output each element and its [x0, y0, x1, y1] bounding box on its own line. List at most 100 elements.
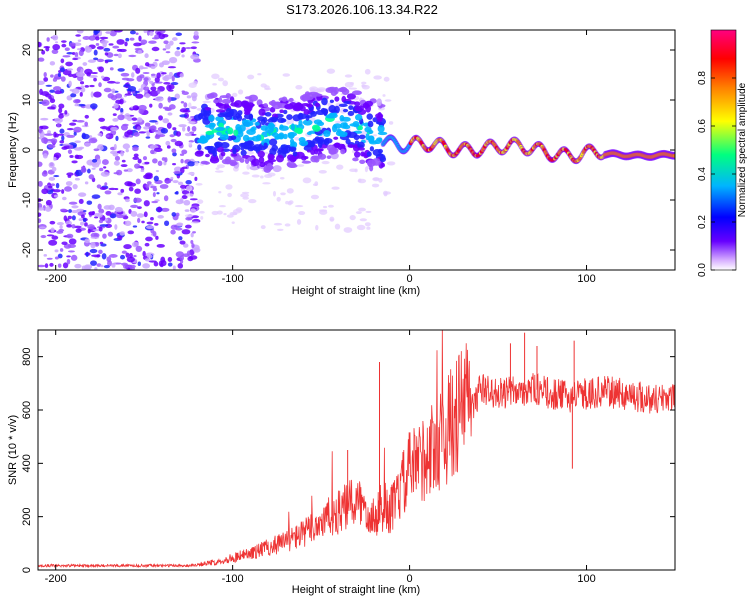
spectrogram-noise-blob: [137, 217, 141, 224]
spectrogram-noise-blob: [73, 126, 82, 133]
spectrogram-xtick-label: 100: [577, 273, 595, 285]
spectrogram-noise-blob: [142, 156, 148, 161]
spectrogram-trace-blob: [266, 118, 277, 123]
spectrogram-trace-blob: [233, 129, 239, 136]
spectrogram-noise-blob: [38, 218, 42, 224]
spectrogram-noise-blob: [117, 68, 125, 72]
spectrogram-noise-blob: [371, 183, 380, 188]
spectrogram-noise-blob: [61, 241, 68, 246]
spectrogram-noise-blob: [90, 236, 100, 239]
spectrogram-noise-blob: [151, 200, 159, 204]
spectrogram-ytick-label: 10: [21, 94, 33, 106]
spectrogram-noise-blob: [361, 84, 365, 88]
spectrogram-noise-blob: [104, 182, 108, 186]
spectrogram-noise-blob: [135, 32, 139, 35]
spectrogram-trace-blob: [248, 145, 258, 151]
spectrogram-noise-blob: [231, 221, 235, 224]
spectrogram-noise-blob: [190, 92, 198, 99]
spectrogram-noise-blob: [41, 188, 49, 195]
spectrogram-noise-blob: [95, 43, 100, 46]
spectrogram-noise-blob: [116, 39, 125, 45]
spectrogram-noise-blob: [83, 264, 93, 270]
spectrogram-noise-blob: [133, 197, 142, 203]
spectrogram-noise-blob: [296, 218, 302, 225]
spectrogram-noise-blob: [93, 49, 98, 56]
spectrogram-noise-blob: [257, 73, 262, 76]
spectrogram-trace-blob: [221, 98, 232, 104]
spectrogram-noise-blob: [43, 254, 48, 257]
spectrogram-noise-blob: [211, 73, 220, 80]
spectrogram-trace-blob: [288, 146, 297, 152]
spectrogram-noise-blob: [163, 40, 169, 45]
spectrogram-noise-blob: [97, 203, 102, 210]
spectrogram-noise-blob: [139, 74, 145, 79]
spectrogram-noise-blob: [157, 160, 163, 167]
spectrogram-trace-blob: [206, 108, 212, 116]
spectrogram-noise-blob: [171, 212, 177, 217]
spectrogram-noise-blob: [170, 81, 179, 86]
spectrogram-noise-blob: [144, 122, 151, 128]
spectrogram-noise-blob: [153, 147, 163, 153]
spectrogram-noise-blob: [72, 57, 79, 61]
spectrogram-noise-blob: [88, 35, 96, 41]
spectrogram-trace-blob: [354, 114, 363, 121]
spectrogram-trace-blob: [345, 138, 351, 145]
spectrogram-noise-blob: [384, 99, 392, 102]
spectrogram-noise-blob: [154, 135, 161, 140]
spectrogram-noise-blob: [64, 110, 68, 115]
spectrogram-noise-blob: [53, 175, 60, 178]
spectrogram-noise-blob: [169, 40, 174, 46]
spectrogram-trace-blob: [357, 141, 365, 149]
spectrogram-noise-blob: [56, 222, 64, 226]
spectrogram-trace-blob: [377, 131, 388, 136]
spectrogram-noise-blob: [60, 208, 67, 212]
spectrogram-noise-blob: [117, 53, 122, 59]
spectrogram-noise-blob: [189, 198, 198, 201]
spectrogram-noise-blob: [93, 91, 102, 98]
spectrogram-trace-blob: [369, 146, 375, 152]
spectrogram-noise-blob: [170, 176, 174, 180]
spectrogram-noise-blob: [140, 169, 145, 173]
spectrogram-trace-blob: [264, 125, 275, 134]
spectrogram-trace-blob: [231, 153, 238, 157]
spectrogram-trace-blob: [301, 160, 312, 164]
spectrogram-noise-blob: [53, 194, 59, 198]
spectrogram-noise-blob: [61, 135, 65, 142]
spectrogram-noise-blob: [384, 191, 391, 195]
spectrogram-noise-blob: [48, 176, 56, 181]
spectrogram-noise-blob: [158, 260, 163, 267]
spectrogram-noise-blob: [188, 102, 192, 109]
spectrogram-noise-blob: [329, 216, 335, 222]
spectrogram-ytick-label: 20: [21, 44, 33, 56]
spectrogram-noise-blob: [361, 81, 367, 85]
spectrogram-noise-blob: [128, 186, 134, 192]
spectrogram-noise-blob: [132, 225, 138, 228]
spectrogram-noise-blob: [132, 241, 139, 248]
spectrogram-noise-blob: [167, 112, 173, 116]
spectrogram-trace-blob: [268, 154, 275, 160]
spectrogram-noise-blob: [134, 188, 141, 194]
spectrogram-noise-blob: [64, 47, 70, 52]
spectrogram-noise-blob: [119, 231, 125, 236]
spectrogram-trace-blob: [364, 126, 372, 133]
spectrogram-noise-blob: [388, 121, 394, 125]
spectrogram-noise-blob: [67, 244, 77, 248]
spectrogram-trace-blob: [357, 147, 365, 151]
spectrogram-trace-blob: [254, 121, 260, 126]
spectrogram-noise-blob: [66, 258, 71, 265]
spectrogram-noise-blob: [190, 239, 194, 244]
spectrogram-noise-blob: [144, 53, 149, 59]
spectrogram-noise-blob: [240, 193, 250, 198]
spectrogram-trace-blob: [303, 109, 310, 116]
spectrogram-noise-blob: [74, 51, 79, 58]
spectrogram-noise-blob: [136, 117, 143, 123]
spectrogram-xtick-label: -100: [222, 273, 244, 285]
spectrogram-trace-blob: [290, 123, 296, 131]
spectrogram-noise-blob: [66, 127, 74, 131]
spectrogram-trace-blob: [367, 120, 374, 128]
spectrogram-noise-blob: [81, 265, 86, 270]
spectrogram-trace-blob: [381, 162, 386, 168]
spectrogram-noise-blob: [162, 76, 167, 81]
spectrogram-noise-blob: [127, 264, 136, 269]
